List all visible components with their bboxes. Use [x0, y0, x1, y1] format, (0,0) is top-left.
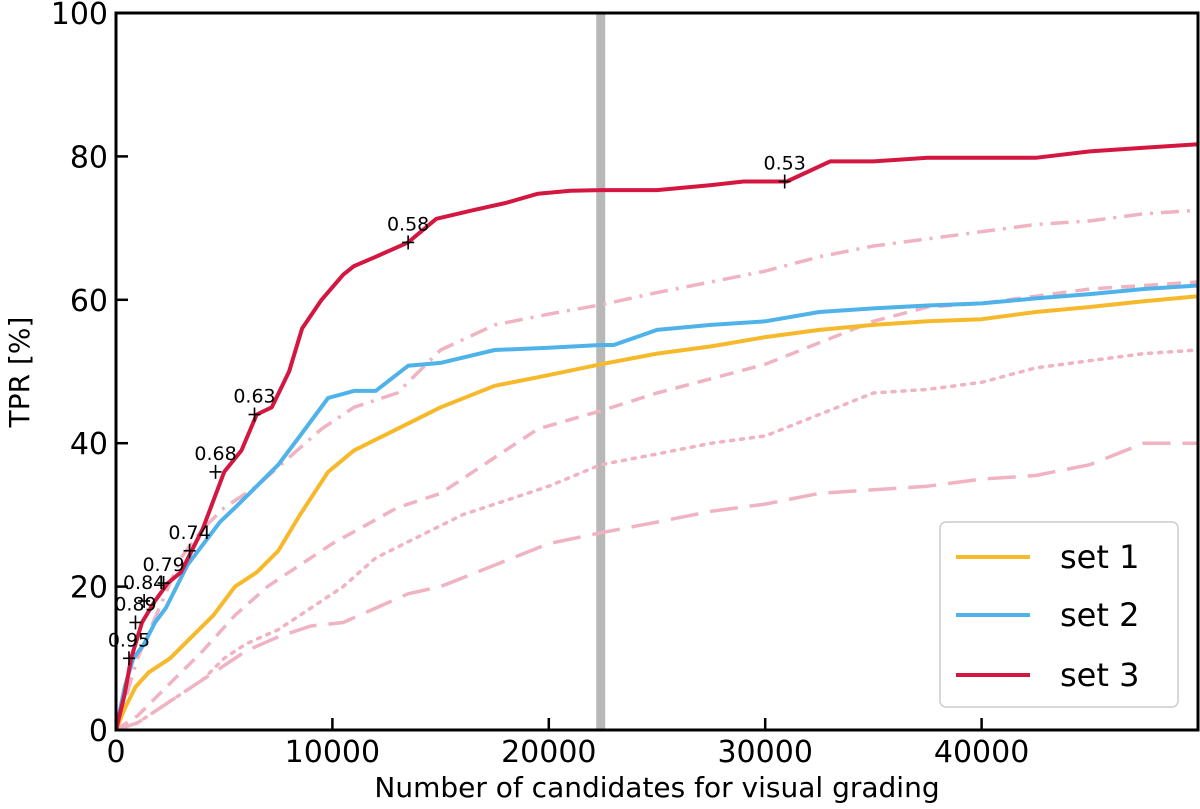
- x-tick-label-4: 40000: [934, 735, 1029, 770]
- plot-frame: [114, 11, 1200, 732]
- y-tick-label-4: 80: [70, 140, 108, 175]
- y-axis-title: TPR [%]: [3, 317, 36, 429]
- threshold-label-7: 0.58: [387, 213, 429, 235]
- y-tick-label-5: 100: [51, 0, 108, 32]
- series-line-dashdot-3: [116, 208, 1198, 730]
- series-layer: [116, 142, 1198, 730]
- threshold-label-2: 0.84: [123, 572, 165, 594]
- legend-label-set-2: set 2: [1060, 596, 1139, 634]
- threshold-label-3: 0.79: [142, 554, 184, 576]
- axis-ticks-layer: 0 10000 20000 30000 40000 0 20 40 60 80 100: [51, 0, 1030, 770]
- series-line-longdash-6: [116, 441, 1198, 730]
- threshold-label-8: 0.53: [764, 152, 806, 174]
- x-tick-label-0: 0: [106, 735, 125, 770]
- legend: set 1 set 2 set 3: [939, 521, 1179, 708]
- y-tick-label-0: 0: [89, 714, 108, 749]
- y-tick-label-2: 40: [70, 427, 108, 462]
- threshold-label-4: 0.74: [168, 522, 210, 544]
- threshold-label-1: 0.89: [114, 593, 156, 615]
- legend-box: [939, 521, 1179, 708]
- legend-label-set-3: set 3: [1060, 656, 1139, 694]
- x-tick-label-1: 10000: [285, 735, 380, 770]
- series-line-set-3: [116, 142, 1198, 730]
- threshold-label-5: 0.68: [194, 443, 236, 465]
- series-line-set-2: [116, 283, 1198, 730]
- series-line-dotted-5: [116, 348, 1198, 730]
- threshold-label-0: 0.95: [108, 629, 150, 651]
- legend-label-set-1: set 1: [1060, 538, 1139, 576]
- y-tick-label-1: 20: [70, 571, 108, 606]
- x-tick-label-2: 20000: [501, 735, 596, 770]
- x-axis-title: Number of candidates for visual grading: [374, 771, 939, 804]
- y-tick-label-3: 60: [70, 284, 108, 319]
- x-tick-label-3: 30000: [717, 735, 812, 770]
- threshold-markers-layer: 0.95 0.890.840.79 0.74 0.68 0.63 0.58 0.53: [108, 152, 806, 666]
- series-line-set-1: [116, 294, 1198, 730]
- threshold-label-6: 0.63: [233, 386, 275, 408]
